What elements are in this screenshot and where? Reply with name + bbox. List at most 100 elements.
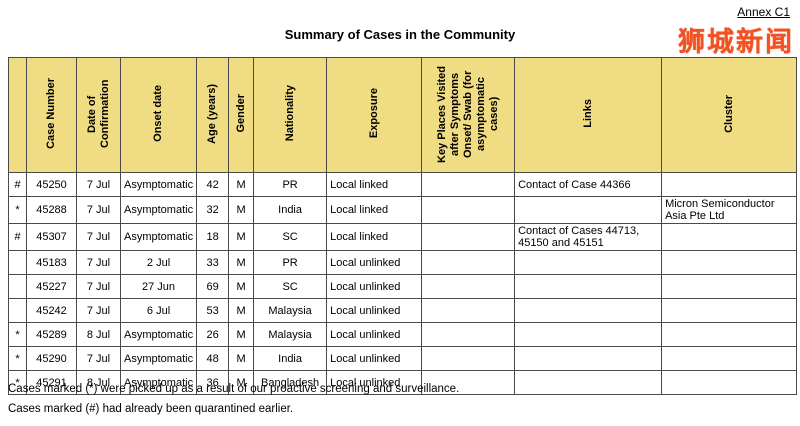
footnote-quarantine: Cases marked (#) had already been quaran…	[8, 403, 294, 415]
col-header-case-number: Case Number	[26, 57, 77, 173]
cell-gender: M	[228, 274, 255, 299]
cell-marker: #	[8, 223, 27, 251]
cell-onset-date: 27 Jun	[119, 274, 198, 299]
col-header-nationality: Nationality	[253, 57, 328, 173]
footnote-screening: Cases marked (*) were picked up as a res…	[8, 383, 460, 395]
cell-links	[514, 250, 663, 275]
cell-links	[514, 322, 663, 347]
cell-gender: M	[228, 322, 255, 347]
table-row: * 45289 8 Jul Asymptomatic 26 M Malaysia Local …	[8, 322, 798, 347]
cell-onset-date: Asymptomatic	[119, 322, 198, 347]
cell-date-confirmation: 7 Jul	[76, 346, 121, 371]
cell-age: 32	[196, 196, 230, 224]
cell-date-confirmation: 7 Jul	[76, 223, 121, 251]
cell-exposure: Local unlinked	[326, 274, 423, 299]
table-header: Case Number Date of Confirmation Onset d…	[8, 57, 798, 173]
cell-cluster	[661, 322, 798, 347]
cell-links	[514, 370, 663, 395]
cell-links: Contact of Cases 44713, 45150 and 45151	[514, 223, 663, 251]
col-header-age-label: Age (years)	[206, 83, 219, 144]
cell-case-number: 45250	[26, 172, 77, 197]
cell-exposure: Local unlinked	[326, 346, 423, 371]
cell-exposure: Local unlinked	[326, 298, 423, 323]
col-header-date-of-confirmation-label: Date of Confirmation	[85, 79, 111, 148]
cell-gender: M	[228, 298, 255, 323]
cell-gender: M	[228, 346, 255, 371]
cell-case-number: 45227	[26, 274, 77, 299]
cell-marker: *	[8, 196, 27, 224]
cell-date-confirmation: 7 Jul	[76, 196, 121, 224]
cell-case-number: 45242	[26, 298, 77, 323]
cell-key-places	[421, 346, 516, 371]
cell-links: Contact of Case 44366	[514, 172, 663, 197]
cell-nationality: Malaysia	[253, 322, 328, 347]
cell-date-confirmation: 8 Jul	[76, 322, 121, 347]
col-header-case-number-label: Case Number	[45, 78, 58, 149]
cell-onset-date: Asymptomatic	[119, 346, 198, 371]
cell-marker: *	[8, 322, 27, 347]
header-row: Case Number Date of Confirmation Onset d…	[8, 57, 798, 173]
cell-cluster	[661, 370, 798, 395]
cell-cluster	[661, 346, 798, 371]
col-header-exposure-label: Exposure	[367, 88, 380, 139]
col-header-key-places: Key Places Visited after Symptoms Onset/…	[421, 57, 516, 173]
cell-key-places	[421, 274, 516, 299]
col-header-links: Links	[514, 57, 663, 173]
table-row: #45250 7 Jul Asymptomatic 42 M PR Local linked…	[8, 172, 798, 197]
cell-date-confirmation: 7 Jul	[76, 274, 121, 299]
table-row: * 45291 8 Jul Asymptomatic 36 M Bangladesh Loca…	[8, 370, 798, 395]
cell-key-places	[421, 322, 516, 347]
cell-nationality: PR	[253, 250, 328, 275]
cell-onset-date: Asymptomatic	[119, 370, 198, 395]
cell-case-number: 45291	[26, 370, 77, 395]
cell-marker: *	[8, 346, 27, 371]
cell-onset-date: Asymptomatic	[119, 172, 198, 197]
col-header-exposure: Exposure	[326, 57, 423, 173]
cell-cluster	[661, 274, 798, 299]
cell-links	[514, 196, 663, 224]
col-header-links-label: Links	[581, 99, 594, 128]
col-header-nationality-label: Nationality	[283, 85, 296, 142]
col-header-marker	[8, 57, 27, 173]
col-header-key-places-label: Key Places Visited after Symptoms Onset/…	[435, 64, 500, 163]
cell-age: 69	[196, 274, 230, 299]
cell-age: 33	[196, 250, 230, 275]
cell-links	[514, 346, 663, 371]
cell-nationality: PR	[253, 172, 328, 197]
cell-gender: M	[228, 196, 255, 224]
cell-onset-date: Asymptomatic	[119, 223, 198, 251]
table-row: * 45290 7 Jul Asymptomatic 48 M India Local unl…	[8, 346, 798, 371]
cell-marker: #	[8, 172, 27, 197]
cell-key-places	[421, 196, 516, 224]
table-body: #45250 7 Jul Asymptomatic 42 M PR Local linked…	[8, 172, 798, 395]
col-header-gender: Gender	[228, 57, 255, 173]
cell-links	[514, 274, 663, 299]
cell-onset-date: 6 Jul	[119, 298, 198, 323]
cell-marker	[8, 250, 27, 275]
cell-links	[514, 298, 663, 323]
cell-age: 18	[196, 223, 230, 251]
cell-nationality: Malaysia	[253, 298, 328, 323]
cell-nationality: India	[253, 196, 328, 224]
table-row: 45242 7 Jul 6 Jul 53 M Malaysia Local unlinked	[8, 298, 798, 323]
cell-age: 42	[196, 172, 230, 197]
annex-label: Annex C1	[737, 5, 790, 19]
cell-key-places	[421, 298, 516, 323]
summary-table: Case Number Date of Confirmation Onset d…	[8, 57, 798, 395]
cell-key-places	[421, 172, 516, 197]
cell-case-number: 45289	[26, 322, 77, 347]
cell-case-number: 45183	[26, 250, 77, 275]
cell-exposure: Local unlinked	[326, 250, 423, 275]
table-row: #45307 7 Jul Asymptomatic 18 M SC Local linked…	[8, 223, 798, 251]
cell-cluster	[661, 172, 798, 197]
cell-nationality: India	[253, 346, 328, 371]
cell-cluster	[661, 298, 798, 323]
cell-gender: M	[228, 223, 255, 251]
cell-cluster	[661, 250, 798, 275]
col-header-date-of-confirmation: Date of Confirmation	[76, 57, 121, 173]
cell-age: 48	[196, 346, 230, 371]
col-header-cluster-label: Cluster	[722, 94, 735, 133]
col-header-age: Age (years)	[196, 57, 230, 173]
cell-cluster: Micron Semiconductor Asia Pte Ltd	[661, 196, 798, 224]
